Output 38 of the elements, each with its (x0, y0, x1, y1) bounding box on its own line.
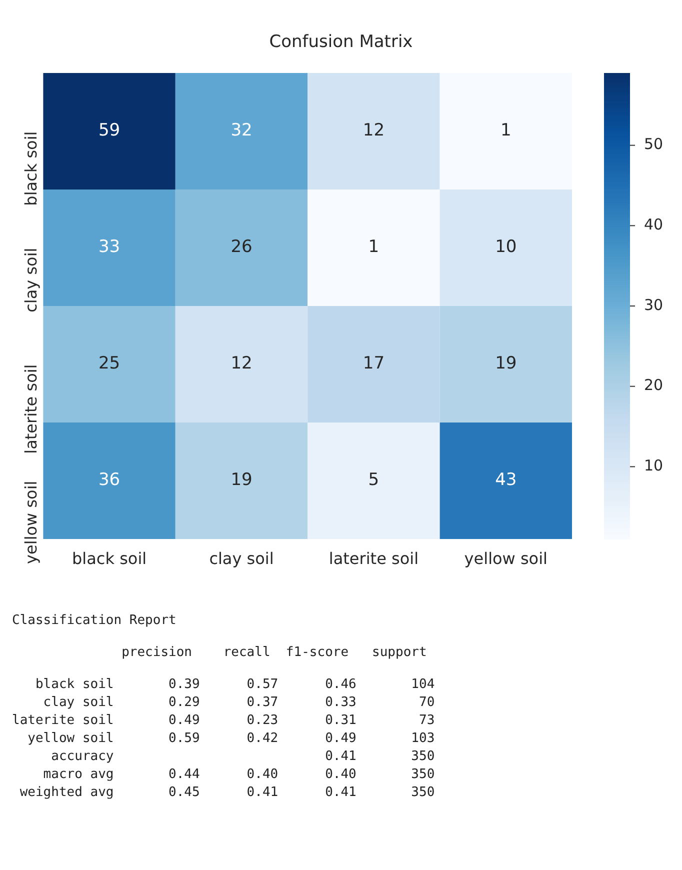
text: Classification Report (12, 612, 178, 630)
data-label: 17 (362, 354, 385, 374)
x-tick-label: clay soil (209, 548, 274, 568)
data-label: 12 (230, 354, 252, 374)
data-label: 26 (230, 237, 252, 258)
color-bar-label: 10 (644, 456, 664, 475)
text: macro avg 0.44 0.40 0.40 350 (42, 766, 436, 784)
data-label: 1 (500, 120, 512, 141)
data-label: 19 (495, 354, 517, 374)
data-label: 1 (368, 237, 380, 258)
text: yellow soil 0.59 0.42 0.49 103 (26, 730, 436, 748)
x-tick-label: laterite soil (328, 548, 419, 568)
text: precision recall f1-score support (120, 644, 428, 662)
text: weighted avg 0.45 0.41 0.41 350 (18, 784, 436, 802)
data-label: 10 (495, 237, 517, 258)
x-tick-label: black soil (72, 548, 147, 568)
y-tick-label: laterite soil (21, 364, 40, 454)
y-tick-label: black soil (21, 131, 40, 206)
data-label: 19 (230, 470, 252, 490)
data-label: 36 (98, 470, 120, 490)
data-label: 33 (98, 237, 120, 258)
data-label: 5 (368, 470, 380, 490)
text: clay soil 0.29 0.37 0.33 70 (42, 694, 436, 712)
x-tick-label: yellow soil (464, 548, 548, 568)
color-bar-label: 20 (644, 376, 664, 394)
color-bar-label: 40 (644, 216, 664, 234)
text: accuracy 0.41 350 (50, 748, 436, 766)
data-label: 32 (230, 120, 252, 141)
text: black soil 0.39 0.57 0.46 104 (34, 676, 436, 694)
data-label: 12 (362, 120, 385, 141)
y-tick-label: clay soil (21, 248, 40, 312)
data-label: 59 (98, 120, 120, 141)
text: laterite soil 0.49 0.23 0.31 73 (12, 712, 436, 730)
chart-title: Confusion Matrix (269, 32, 413, 52)
data-label: 43 (495, 470, 517, 490)
data-label: 25 (98, 354, 120, 374)
color-bar-label: 50 (644, 135, 664, 154)
color-bar-label: 30 (644, 296, 664, 314)
